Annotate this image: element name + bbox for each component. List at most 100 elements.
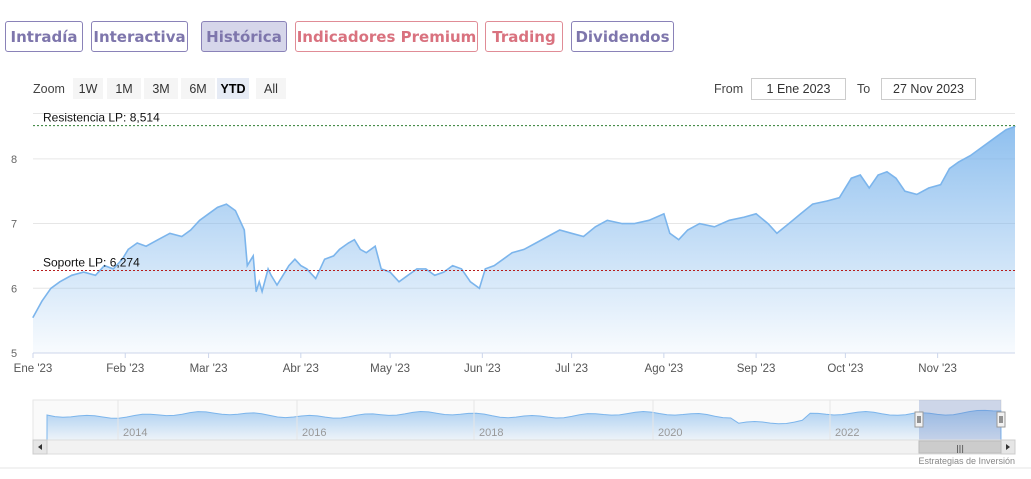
data-point	[928, 187, 930, 189]
zoom-button-all[interactable]: All	[256, 78, 286, 99]
x-tick-label: Feb '23	[106, 363, 144, 375]
data-point	[407, 274, 409, 276]
data-point	[484, 268, 486, 270]
x-tick-label: Jun '23	[464, 363, 501, 375]
scrollbar-track	[32, 439, 1016, 455]
zoom-button-ytd[interactable]: YTD	[217, 78, 249, 99]
zoom-button-6m[interactable]: 6M	[181, 78, 215, 99]
zoom-button-3m[interactable]: 3M	[144, 78, 178, 99]
data-point	[252, 255, 254, 257]
zoom-button-1w[interactable]: 1W	[73, 78, 103, 99]
tab-histórica[interactable]: Histórica	[201, 21, 287, 52]
zoom-label: Zoom	[33, 82, 65, 96]
data-point	[728, 219, 730, 221]
data-point	[50, 287, 52, 289]
x-tick-label: Sep '23	[737, 363, 776, 375]
tab-indicadores-premium[interactable]: Indicadores Premium	[295, 21, 478, 52]
data-point	[469, 281, 471, 283]
data-point	[288, 265, 290, 267]
tab-dividendos[interactable]: Dividendos	[571, 21, 674, 52]
navigator-year-label: 2016	[302, 427, 326, 439]
navigator[interactable]: 2014 2016 2018 2020 2022 |||	[0, 399, 1031, 469]
data-point	[800, 213, 802, 215]
data-point	[234, 210, 236, 212]
data-point	[267, 268, 269, 270]
data-point	[112, 268, 114, 270]
data-point	[493, 265, 495, 267]
data-point	[246, 265, 248, 267]
data-point	[755, 213, 757, 215]
data-point	[713, 226, 716, 228]
series-area-fill	[33, 126, 1015, 353]
x-tick-label: Nov '23	[918, 363, 957, 375]
x-tick-label: May '23	[370, 363, 410, 375]
data-point	[208, 213, 210, 215]
tab-trading[interactable]: Trading	[485, 21, 563, 52]
data-point	[559, 229, 561, 231]
data-point	[868, 187, 870, 189]
data-point	[940, 184, 942, 186]
data-point	[987, 142, 989, 144]
data-point	[83, 271, 85, 273]
zoom-button-1m[interactable]: 1M	[107, 78, 141, 99]
data-point	[826, 200, 829, 202]
data-point	[648, 219, 650, 221]
data-point	[365, 252, 367, 254]
data-point	[621, 223, 623, 225]
x-tick-label: Jul '23	[555, 363, 588, 375]
tab-intradía[interactable]: Intradía	[5, 21, 83, 52]
plot-lines: Resistencia LP: 8,514 Soporte LP: 6,274	[33, 111, 1015, 272]
data-point	[270, 274, 272, 276]
data-point	[127, 248, 129, 250]
data-point	[511, 252, 513, 254]
data-point	[957, 161, 960, 163]
data-point	[594, 226, 597, 228]
data-point	[315, 278, 317, 280]
data-point	[859, 174, 861, 176]
data-point	[282, 274, 284, 276]
navigator-year-label: 2014	[123, 427, 147, 439]
data-point	[460, 268, 463, 270]
series-area	[32, 125, 1016, 353]
data-point	[199, 219, 201, 221]
x-axis: Ene '23 Feb '23 Mar '23 Abr '23 May '23 Jun '…	[14, 352, 1015, 375]
from-date-input[interactable]: 1 Ene 2023	[751, 78, 846, 100]
navigator-year-label: 2022	[835, 427, 859, 439]
x-tick-label: Mar '23	[190, 363, 228, 375]
data-point	[306, 268, 308, 270]
data-point	[255, 290, 257, 293]
to-date-input[interactable]: 27 Nov 2023	[881, 78, 976, 100]
data-point	[523, 248, 525, 250]
data-point	[261, 290, 263, 293]
data-point	[904, 190, 906, 192]
data-point	[243, 229, 245, 231]
y-tick-label: 5	[11, 348, 17, 360]
data-point	[359, 248, 361, 250]
data-point	[443, 271, 445, 273]
y-tick-label: 7	[11, 219, 17, 231]
data-point	[389, 271, 391, 273]
data-point	[582, 235, 585, 238]
data-point	[136, 242, 138, 244]
data-point	[699, 223, 701, 225]
data-point	[374, 245, 376, 247]
data-point	[32, 316, 34, 318]
navigator-year-label: 2020	[658, 427, 682, 439]
toolbar-separator	[33, 113, 1015, 114]
data-point	[838, 197, 841, 199]
scrollbar-grip: |||	[956, 444, 964, 453]
navigator-handle	[914, 411, 924, 428]
tab-interactiva[interactable]: Interactiva	[91, 21, 188, 52]
navigator-series	[46, 409, 1002, 441]
resistance-label: Resistencia LP: 8,514	[43, 111, 160, 125]
series-line	[32, 125, 1016, 318]
data-point	[812, 203, 814, 205]
navigator-year-label: 2018	[479, 427, 503, 439]
data-point	[877, 174, 879, 176]
data-point	[571, 232, 573, 234]
data-point	[669, 232, 671, 234]
chart-credit[interactable]: Estrategias de Inversión	[918, 456, 1015, 466]
navigator-selection	[919, 400, 1001, 440]
data-point	[59, 281, 61, 283]
